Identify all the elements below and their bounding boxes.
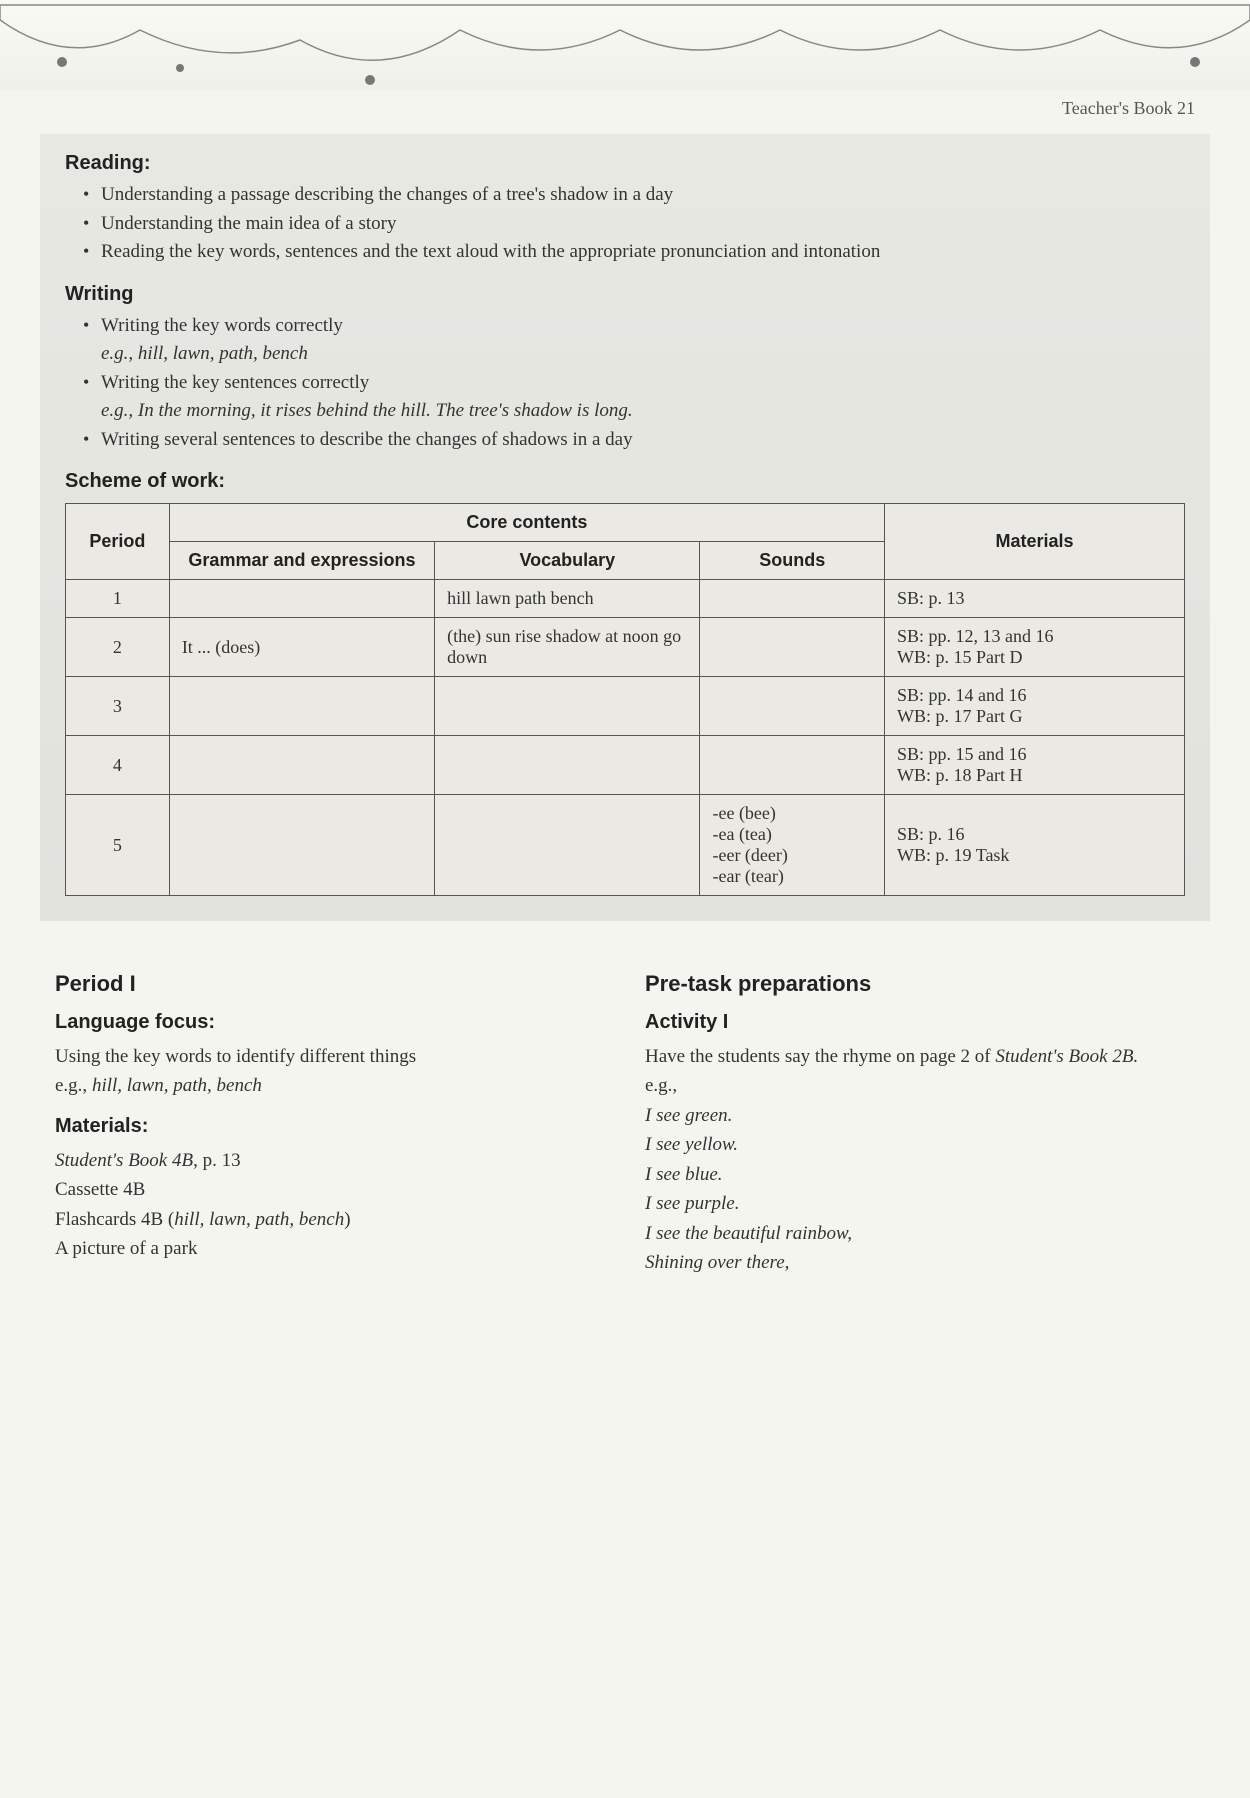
list-item: Reading the key words, sentences and the…	[83, 238, 1185, 267]
col-materials: Materials	[885, 504, 1185, 580]
materials-line: Cassette 4B	[55, 1175, 605, 1204]
page-top-decoration	[0, 0, 1250, 90]
reading-list: Understanding a passage describing the c…	[65, 181, 1185, 267]
language-focus-example: e.g., hill, lawn, path, bench	[55, 1071, 605, 1100]
page-header: Teacher's Book 21	[0, 90, 1250, 119]
rhyme-line: I see yellow.	[645, 1130, 1195, 1159]
col-period: Period	[66, 504, 170, 580]
cell-grammar	[169, 580, 434, 618]
pretask-heading: Pre-task preparations	[645, 971, 1195, 997]
cell-materials: SB: pp. 14 and 16 WB: p. 17 Part G	[885, 677, 1185, 736]
table-row: 3 SB: pp. 14 and 16 WB: p. 17 Part G	[66, 677, 1185, 736]
cell-grammar	[169, 795, 434, 896]
table-row: 4 SB: pp. 15 and 16 WB: p. 18 Part H	[66, 736, 1185, 795]
rhyme-line: I see the beautiful rainbow,	[645, 1219, 1195, 1248]
cell-period: 1	[66, 580, 170, 618]
col-vocab: Vocabulary	[435, 542, 700, 580]
language-focus-text: Using the key words to identify differen…	[55, 1042, 605, 1071]
list-item: Understanding a passage describing the c…	[83, 181, 1185, 210]
right-column: Pre-task preparations Activity I Have th…	[645, 971, 1195, 1278]
language-focus-heading: Language focus:	[55, 1011, 605, 1034]
list-item: Writing the key words correctly e.g., hi…	[83, 312, 1185, 369]
table-row: 1 hill lawn path bench SB: p. 13	[66, 580, 1185, 618]
activity-heading: Activity I	[645, 1011, 1195, 1034]
period-heading: Period I	[55, 971, 605, 997]
list-item: Understanding the main idea of a story	[83, 210, 1185, 239]
col-core: Core contents	[169, 504, 884, 542]
list-item: Writing several sentences to describe th…	[83, 426, 1185, 455]
page-number-label: Teacher's Book 21	[1062, 98, 1195, 118]
materials-line: Student's Book 4B, p. 13	[55, 1146, 605, 1175]
cell-materials: SB: pp. 12, 13 and 16 WB: p. 15 Part D	[885, 618, 1185, 677]
cell-period: 4	[66, 736, 170, 795]
cell-period: 5	[66, 795, 170, 896]
table-row: 5 -ee (bee) -ea (tea) -eer (deer) -ear (t…	[66, 795, 1185, 896]
rhyme-line: I see green.	[645, 1101, 1195, 1130]
rhyme-line: Shining over there,	[645, 1248, 1195, 1277]
writing-list: Writing the key words correctly e.g., hi…	[65, 312, 1185, 455]
cell-sounds	[700, 580, 885, 618]
cell-grammar	[169, 677, 434, 736]
scheme-heading: Scheme of work:	[65, 470, 1185, 493]
cell-grammar: It ... (does)	[169, 618, 434, 677]
scheme-table: Period Core contents Materials Grammar a…	[65, 503, 1185, 896]
cell-materials: SB: pp. 15 and 16 WB: p. 18 Part H	[885, 736, 1185, 795]
example-text: e.g., In the morning, it rises behind th…	[101, 400, 633, 421]
cell-vocab	[435, 677, 700, 736]
cell-vocab	[435, 736, 700, 795]
rhyme-line: I see blue.	[645, 1160, 1195, 1189]
table-row: 2It ... (does)(the) sun rise shadow at n…	[66, 618, 1185, 677]
materials-line: A picture of a park	[55, 1234, 605, 1263]
materials-line: Flashcards 4B (hill, lawn, path, bench)	[55, 1205, 605, 1234]
rhyme-line: I see purple.	[645, 1189, 1195, 1218]
cell-sounds: -ee (bee) -ea (tea) -eer (deer) -ear (te…	[700, 795, 885, 896]
example-text: e.g., hill, lawn, path, bench	[101, 343, 308, 364]
eg-label: e.g.,	[645, 1071, 1195, 1100]
cell-materials: SB: p. 13	[885, 580, 1185, 618]
cell-vocab: (the) sun rise shadow at noon go down	[435, 618, 700, 677]
activity-intro: Have the students say the rhyme on page …	[645, 1042, 1195, 1071]
list-item: Writing the key sentences correctly e.g.…	[83, 369, 1185, 426]
cell-vocab	[435, 795, 700, 896]
cell-vocab: hill lawn path bench	[435, 580, 700, 618]
left-column: Period I Language focus: Using the key w…	[55, 971, 605, 1278]
writing-heading: Writing	[65, 283, 1185, 306]
cell-materials: SB: p. 16 WB: p. 19 Task	[885, 795, 1185, 896]
cell-period: 3	[66, 677, 170, 736]
col-sounds: Sounds	[700, 542, 885, 580]
reading-heading: Reading:	[65, 152, 1185, 175]
cell-sounds	[700, 618, 885, 677]
cell-period: 2	[66, 618, 170, 677]
bottom-columns: Period I Language focus: Using the key w…	[0, 951, 1250, 1318]
scheme-tbody: 1hill lawn path benchSB: p. 132It ... (d…	[66, 580, 1185, 896]
content-box: Reading: Understanding a passage describ…	[40, 134, 1210, 921]
materials-heading: Materials:	[55, 1115, 605, 1138]
cell-grammar	[169, 736, 434, 795]
cell-sounds	[700, 736, 885, 795]
cell-sounds	[700, 677, 885, 736]
col-grammar: Grammar and expressions	[169, 542, 434, 580]
